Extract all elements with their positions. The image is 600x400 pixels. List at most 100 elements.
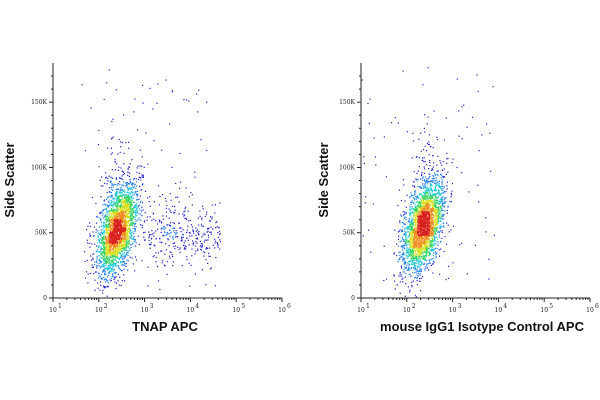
event-dot [115, 192, 117, 194]
event-dot [120, 167, 122, 169]
event-dot [126, 252, 128, 254]
event-dot [120, 211, 122, 213]
event-dot [414, 226, 416, 229]
event-dot [125, 247, 127, 249]
event-dot [112, 224, 114, 226]
event-dot [417, 259, 419, 261]
event-dot [102, 238, 104, 240]
event-dot [423, 166, 425, 168]
event-dot [182, 229, 184, 231]
event-dot [415, 265, 417, 267]
event-dot [89, 272, 92, 274]
event-dot [181, 236, 183, 238]
event-dot [196, 237, 198, 239]
event-dot [116, 197, 118, 200]
event-dot [408, 232, 410, 234]
event-dot [424, 251, 426, 253]
event-dot [122, 228, 124, 230]
event-dot [434, 233, 436, 235]
event-dot [429, 160, 431, 162]
event-dot [219, 248, 221, 250]
event-dot [114, 248, 116, 251]
event-dot [439, 255, 441, 257]
event-dot [116, 200, 118, 202]
event-dot [121, 240, 123, 242]
event-dot [397, 122, 399, 124]
event-dot [114, 255, 116, 257]
event-dot [109, 249, 111, 251]
event-dot [97, 242, 99, 244]
event-dot [210, 233, 212, 235]
event-dot [218, 227, 220, 229]
event-dot [414, 221, 416, 223]
event-dot [124, 205, 126, 207]
event-dot [102, 217, 105, 219]
event-dot [123, 274, 125, 276]
event-dot [110, 268, 112, 270]
event-dot [402, 238, 404, 240]
event-dot [102, 292, 104, 294]
event-dot [109, 226, 111, 228]
event-dot [406, 255, 408, 257]
event-dot [407, 286, 409, 288]
event-dot [113, 238, 115, 240]
event-dot [134, 209, 136, 211]
event-dot [122, 212, 124, 214]
event-dot [122, 221, 125, 223]
event-dot [427, 248, 429, 251]
event-dot [433, 249, 435, 251]
event-dot [415, 156, 417, 158]
event-dot [99, 251, 101, 253]
event-dot [81, 84, 83, 86]
event-dot [442, 202, 444, 204]
event-dot [116, 225, 118, 227]
event-dot [402, 179, 404, 181]
event-dot [132, 263, 135, 265]
event-dot [416, 223, 418, 225]
event-dot [439, 199, 441, 201]
event-dot [100, 261, 102, 263]
event-dot [105, 214, 107, 216]
event-dot [205, 248, 207, 250]
event-dot [414, 250, 416, 252]
event-dot [423, 198, 425, 200]
event-dot [410, 268, 412, 270]
event-dot [438, 186, 441, 188]
event-dot [435, 189, 437, 191]
event-dot [477, 90, 479, 93]
event-dot [434, 224, 436, 226]
event-dot [98, 274, 100, 276]
event-dot [446, 152, 448, 154]
event-dot [123, 234, 125, 236]
event-dot [107, 147, 109, 149]
event-dot [184, 218, 186, 220]
event-dot [119, 257, 121, 259]
event-dot [116, 250, 118, 252]
event-dot [405, 248, 407, 250]
event-dot [116, 163, 118, 165]
event-dot [171, 90, 174, 92]
event-dot [111, 209, 113, 211]
event-dot [416, 172, 418, 174]
event-dot [409, 209, 411, 211]
event-dot [402, 239, 404, 241]
event-dot [437, 174, 439, 177]
event-dot [435, 227, 437, 229]
event-dot [142, 176, 144, 178]
event-dot [435, 215, 437, 217]
event-dot [114, 208, 116, 211]
event-dot [427, 189, 430, 192]
event-dot [429, 210, 431, 212]
event-dot [411, 157, 413, 159]
event-dot [432, 231, 434, 233]
event-dot [415, 208, 417, 210]
event-dot [423, 255, 425, 257]
event-dot [125, 237, 127, 239]
event-dot [125, 246, 127, 248]
event-dot [394, 229, 396, 231]
event-dot [107, 200, 109, 202]
event-dot [442, 225, 445, 227]
event-dot [117, 261, 119, 264]
event-dot [102, 251, 104, 253]
event-dot [107, 211, 109, 213]
